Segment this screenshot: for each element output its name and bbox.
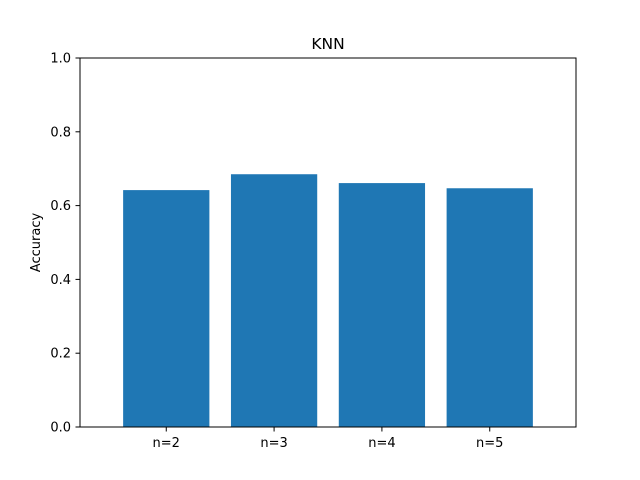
bar-n3 [230, 174, 318, 427]
chart-title: KNN [311, 35, 344, 53]
x-tick-label: n=5 [476, 436, 503, 451]
y-axis-title: Accuracy [29, 213, 44, 273]
y-tick-label: 1.0 [50, 52, 71, 67]
bars-group [123, 174, 533, 427]
y-tick-label: 0.2 [50, 347, 71, 362]
x-tick-label: n=3 [260, 436, 287, 451]
x-tick-label: n=2 [153, 436, 180, 451]
x-tick-label: n=4 [368, 436, 395, 451]
bar-n4 [338, 183, 426, 427]
y-tick-label: 0.4 [50, 273, 71, 288]
bar-n2 [123, 190, 210, 427]
plot-frame [79, 57, 577, 428]
y-axis: 0.0 0.2 0.4 0.6 0.8 1.0 [50, 52, 80, 436]
y-tick-label: 0.8 [50, 125, 71, 140]
bar-n5 [446, 188, 533, 427]
y-tick-label: 0.0 [50, 421, 71, 436]
x-axis: n=2 n=3 n=4 n=5 [153, 427, 503, 451]
y-tick-label: 0.6 [50, 199, 71, 214]
